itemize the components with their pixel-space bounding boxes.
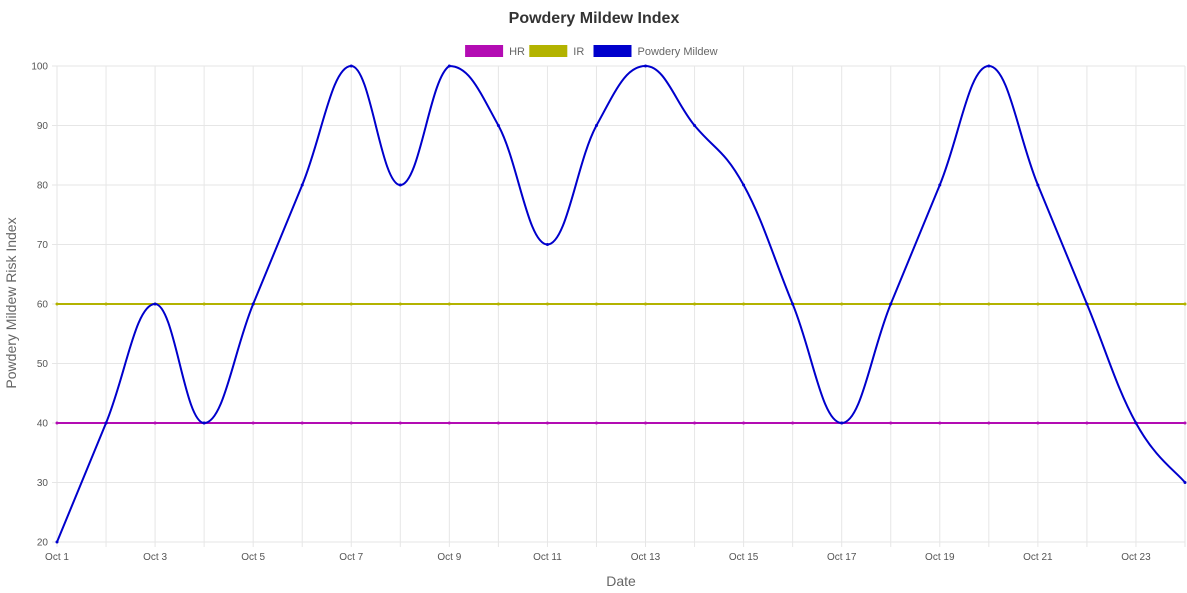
grid [52,65,1186,547]
y-tick-label: 40 [37,419,49,430]
y-axis-ticks: 20 30 40 50 60 70 80 90 100 [31,62,48,549]
x-tick-label: Oct 17 [827,552,857,563]
x-tick-label: Oct 9 [437,552,461,563]
x-tick-label: Oct 7 [339,552,363,563]
legend-swatch-powdery-mildew[interactable] [593,45,632,57]
data-point-powdery-mildew [55,540,59,544]
data-point-powdery-mildew [1085,302,1089,306]
y-tick-label: 30 [37,478,49,489]
legend-label-powdery-mildew[interactable]: Powdery Mildew [638,46,718,58]
data-point-ir [300,302,304,306]
data-point-ir [202,302,206,306]
data-point-ir [545,302,549,306]
data-point-hr [693,421,697,425]
data-point-hr [1036,421,1040,425]
data-point-hr [55,421,59,425]
y-tick-label: 50 [37,359,49,370]
data-point-hr [791,421,795,425]
x-tick-label: Oct 23 [1121,552,1151,563]
legend: HR IR Powdery Mildew [465,45,718,58]
data-point-powdery-mildew [594,124,598,127]
data-point-powdery-mildew [791,302,795,306]
data-point-hr [938,421,942,425]
data-point-ir [104,302,108,306]
data-point-hr [545,421,549,425]
data-point-powdery-mildew [742,183,746,187]
data-point-hr [742,421,746,425]
data-point-powdery-mildew [987,64,991,68]
x-tick-label: Oct 13 [631,552,661,563]
data-point-ir [1036,302,1040,306]
x-tick-label: Oct 21 [1023,552,1053,563]
data-point-ir [742,302,746,306]
y-tick-label: 90 [37,121,49,132]
series-lines [55,64,1187,544]
legend-label-ir[interactable]: IR [573,46,584,58]
data-point-hr [300,421,304,425]
data-point-powdery-mildew [1134,421,1138,425]
data-point-hr [987,421,991,425]
data-point-powdery-mildew [938,183,942,187]
x-tick-label: Oct 3 [143,552,167,563]
y-tick-label: 60 [37,300,49,311]
data-point-powdery-mildew [104,421,108,425]
data-point-powdery-mildew [1036,183,1040,187]
data-point-powdery-mildew [349,64,353,68]
x-axis-title: Date [606,573,636,589]
legend-label-hr[interactable]: HR [509,46,525,58]
data-point-ir [55,302,59,306]
data-point-ir [447,302,451,306]
x-tick-label: Oct 1 [45,552,69,563]
data-point-hr [349,421,353,425]
data-point-ir [496,302,500,306]
data-point-ir [594,302,598,306]
data-point-ir [349,302,353,306]
data-point-hr [447,421,451,425]
y-axis-title: Powdery Mildew Risk Index [3,217,19,388]
data-point-ir [644,302,648,306]
data-point-powdery-mildew [398,183,402,187]
data-point-hr [251,421,255,425]
chart-title: Powdery Mildew Index [509,10,680,27]
x-tick-label: Oct 11 [533,552,562,563]
y-tick-label: 70 [37,240,49,251]
data-point-powdery-mildew [693,124,697,127]
legend-swatch-hr[interactable] [465,45,504,57]
data-point-hr [398,421,402,425]
y-tick-label: 80 [37,181,49,192]
data-point-ir [987,302,991,306]
data-point-hr [644,421,648,425]
data-point-ir [1183,302,1187,306]
data-point-ir [693,302,697,306]
data-point-ir [938,302,942,306]
data-point-powdery-mildew [644,64,648,68]
data-point-powdery-mildew [300,183,304,187]
y-tick-label: 100 [31,62,48,73]
data-point-powdery-mildew [202,421,206,425]
x-axis-ticks: Oct 1 Oct 3 Oct 5 Oct 7 Oct 9 Oct 11 Oct 13 Oct… [45,552,1151,563]
x-tick-label: Oct 5 [241,552,265,563]
data-point-hr [889,421,893,425]
y-tick-label: 20 [37,538,49,549]
data-point-hr [594,421,598,425]
data-point-powdery-mildew [496,124,500,127]
data-point-ir [398,302,402,306]
data-point-powdery-mildew [545,243,549,246]
data-point-powdery-mildew [1183,481,1187,484]
data-point-hr [1183,421,1187,425]
legend-swatch-ir[interactable] [529,45,568,57]
data-point-powdery-mildew [889,302,893,306]
data-point-hr [153,421,157,425]
x-tick-label: Oct 19 [925,552,955,563]
data-point-ir [1134,302,1138,306]
data-point-ir [840,302,844,306]
data-point-powdery-mildew [840,421,844,425]
data-point-hr [496,421,500,425]
data-point-hr [1085,421,1089,425]
data-point-powdery-mildew [251,302,255,306]
x-tick-label: Oct 15 [729,552,759,563]
data-point-powdery-mildew [447,64,451,68]
data-point-powdery-mildew [153,302,157,306]
